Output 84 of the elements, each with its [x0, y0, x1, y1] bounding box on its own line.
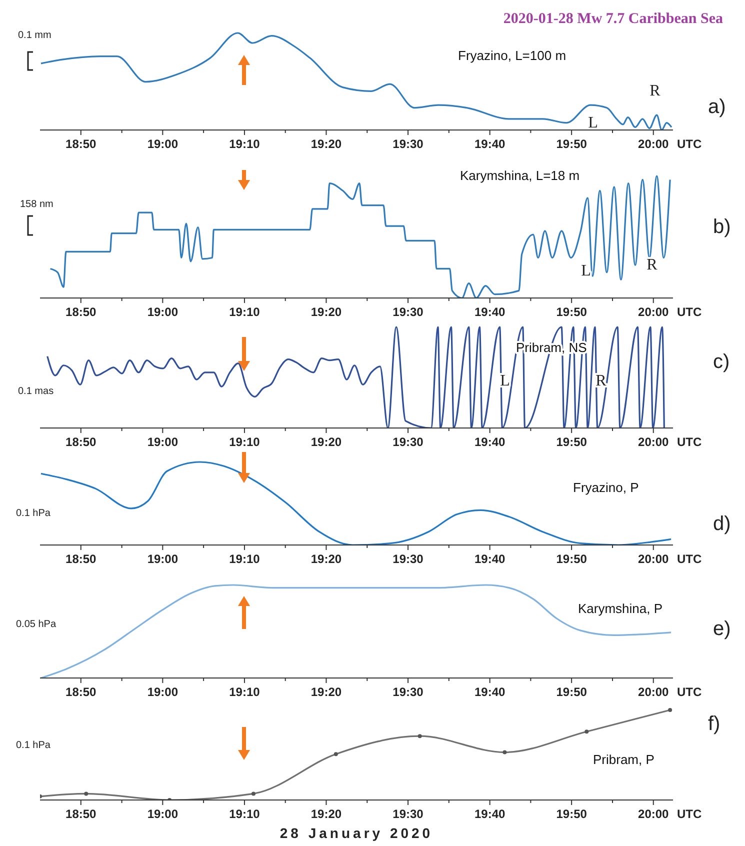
- x-tick-label: 19:00: [147, 305, 178, 319]
- x-tick-label: 19:50: [556, 685, 588, 699]
- x-tick-label: 19:40: [474, 435, 506, 449]
- x-tick-label: 19:10: [229, 435, 260, 449]
- annotation: L: [581, 262, 591, 280]
- x-tick-label: 19:40: [474, 137, 506, 151]
- x-tick-label: 20:00: [638, 807, 670, 821]
- x-axis-title: UTC: [677, 685, 702, 699]
- x-tick-label: 19:20: [310, 137, 342, 151]
- x-tick-label: 19:30: [392, 685, 424, 699]
- text: d): [713, 513, 731, 535]
- annotation: Fryazino, P: [573, 480, 639, 495]
- x-tick-label: 19:10: [229, 807, 260, 821]
- x-tick-label: 19:10: [229, 685, 260, 699]
- x-tick-label: 19:30: [392, 137, 424, 151]
- point: [668, 708, 672, 712]
- annotation: 0.05 hPa: [16, 619, 56, 630]
- point: [334, 752, 338, 756]
- x-tick-label: 19:10: [229, 305, 260, 319]
- x-tick-label: 19:50: [556, 807, 588, 821]
- x-tick-label: 18:50: [66, 685, 97, 699]
- text: e): [713, 618, 731, 640]
- x-tick-label: 19:00: [147, 807, 178, 821]
- x-axis-title: UTC: [677, 552, 702, 566]
- x-tick-label: 19:40: [474, 685, 506, 699]
- annotation: R: [646, 256, 658, 274]
- x-tick-label: 18:50: [66, 552, 97, 566]
- annotation: 158 nm: [20, 199, 54, 210]
- x-tick-label: 19:20: [310, 305, 342, 319]
- x-tick-label: 19:10: [229, 137, 260, 151]
- x-axis-title: UTC: [677, 807, 702, 821]
- x-tick-label: 20:00: [638, 685, 670, 699]
- point: [584, 730, 589, 734]
- x-axis-title: UTC: [677, 137, 702, 151]
- annotation: Fryazino, L=100 m: [458, 48, 566, 63]
- x-tick-label: 19:20: [310, 552, 342, 566]
- text: a): [708, 96, 726, 118]
- text: c): [713, 351, 730, 373]
- annotation: Pribram, P: [593, 752, 654, 767]
- x-tick-label: 19:50: [556, 435, 588, 449]
- x-tick-label: 20:00: [638, 552, 670, 566]
- x-tick-label: 19:00: [147, 435, 178, 449]
- text: 28 January 2020: [280, 825, 434, 841]
- x-tick-label: 20:00: [638, 305, 670, 319]
- x-tick-label: 18:50: [66, 807, 97, 821]
- point: [502, 750, 507, 754]
- x-tick-label: 19:40: [474, 807, 506, 821]
- x-tick-label: 19:50: [556, 305, 588, 319]
- x-tick-label: 19:30: [392, 807, 424, 821]
- point: [418, 734, 422, 738]
- x-tick-label: 19:00: [147, 685, 178, 699]
- annotation: L: [588, 114, 598, 132]
- x-tick-label: 19:10: [229, 552, 260, 566]
- x-tick-label: 20:00: [638, 435, 670, 449]
- annotation: 0.1 mm: [18, 30, 52, 41]
- x-tick-label: 18:50: [66, 137, 97, 151]
- annotation: R: [650, 82, 661, 100]
- point: [251, 792, 256, 796]
- x-tick-label: 19:50: [556, 552, 588, 566]
- x-tick-label: 19:40: [474, 305, 506, 319]
- x-tick-label: 18:50: [66, 305, 97, 319]
- annotation: 0.1 mas: [18, 386, 54, 397]
- chart-title: 2020-01-28 Mw 7.7 Caribbean Sea: [503, 11, 724, 27]
- x-tick-label: 19:30: [392, 552, 424, 566]
- annotation: Karymshina, P: [578, 601, 663, 616]
- x-axis-title: UTC: [677, 435, 702, 449]
- x-tick-label: 19:20: [310, 685, 342, 699]
- x-tick-label: 19:30: [392, 435, 424, 449]
- annotation: 0.1 hPa: [16, 508, 51, 519]
- annotation: 0.1 hPa: [16, 740, 51, 751]
- x-tick-label: 20:00: [638, 137, 670, 151]
- annotation: Karymshina, L=18 m: [460, 168, 580, 183]
- point: [84, 792, 88, 796]
- text: f): [708, 713, 720, 735]
- x-tick-label: 18:50: [66, 435, 97, 449]
- x-tick-label: 19:20: [310, 807, 342, 821]
- x-tick-label: 19:00: [147, 137, 178, 151]
- x-tick-label: 19:20: [310, 435, 342, 449]
- x-tick-label: 19:30: [392, 305, 424, 319]
- x-tick-label: 19:50: [556, 137, 588, 151]
- x-tick-label: 19:00: [147, 552, 178, 566]
- x-axis-title: UTC: [677, 305, 702, 319]
- text: b): [713, 216, 731, 238]
- x-tick-label: 19:40: [474, 552, 506, 566]
